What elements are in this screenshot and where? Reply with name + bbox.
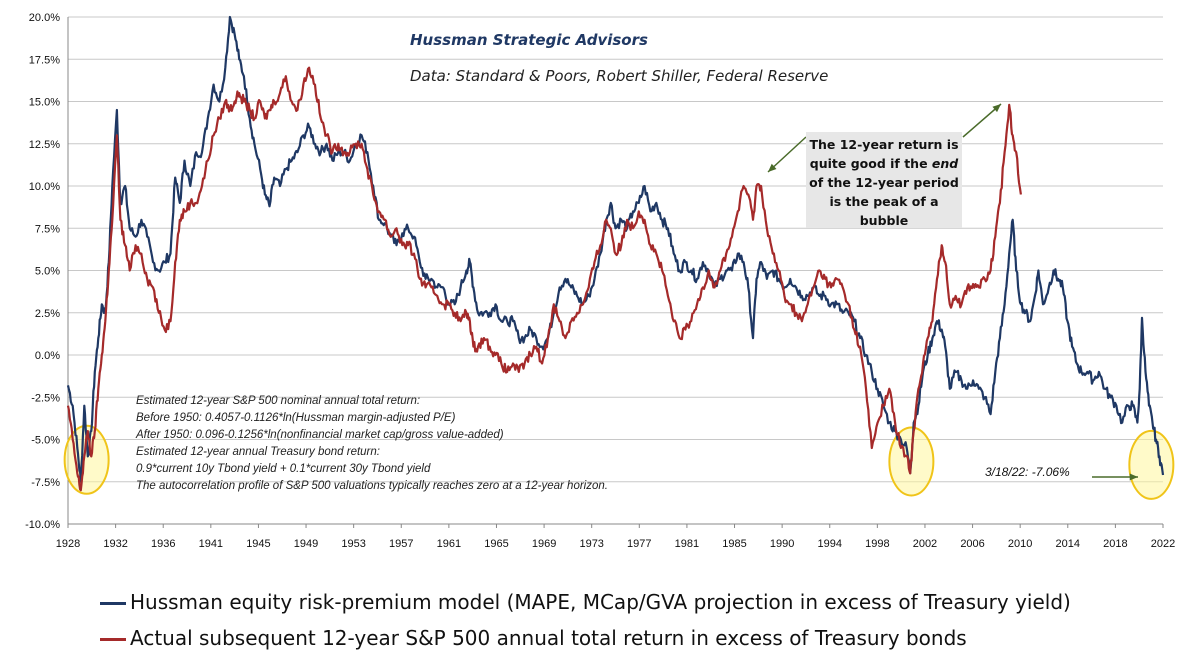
y-tick-label: -2.5% (31, 392, 60, 404)
legend-swatch (100, 602, 126, 605)
callout-line: The 12-year return is (809, 137, 959, 152)
legend-swatch (100, 638, 126, 641)
callout-text: quite good if the (809, 156, 932, 171)
callout-line: is the peak of a bubble (829, 194, 939, 228)
y-tick-label: 20.0% (29, 12, 60, 24)
note-line: Estimated 12-year annual Treasury bond r… (136, 446, 380, 458)
callout-line: quite good if the end (806, 154, 962, 173)
x-tick-label: 1969 (532, 538, 556, 550)
actual-series-line (66, 66, 1022, 492)
x-tick-label: 2022 (1151, 538, 1175, 550)
x-tick-label: 1961 (437, 538, 461, 550)
x-tick-label: 1932 (103, 538, 127, 550)
y-tick-label: 7.5% (35, 223, 60, 235)
note-line: 0.9*current 10y Tbond yield + 0.1*curren… (136, 463, 431, 475)
callout-arrow-left (767, 136, 807, 173)
bubble-callout: The 12-year return is quite good if the … (806, 132, 962, 228)
x-tick-label: 2010 (1008, 538, 1032, 550)
x-tick-label: 2014 (1056, 538, 1080, 550)
legend-item-model: Hussman equity risk-premium model (MAPE,… (100, 590, 1071, 614)
y-tick-label: 17.5% (29, 54, 60, 66)
callout-arrow-right (962, 103, 1002, 138)
y-tick-label: 5.0% (35, 266, 60, 278)
y-tick-label: -5.0% (31, 435, 60, 447)
note-line: Before 1950: 0.4057-0.1126*ln(Hussman ma… (136, 412, 456, 424)
legend-label: Actual subsequent 12-year S&P 500 annual… (130, 626, 967, 650)
y-tick-label: -10.0% (25, 519, 60, 531)
x-tick-label: 1994 (817, 538, 841, 550)
x-tick-label: 1945 (246, 538, 270, 550)
note-line: Estimated 12-year S&P 500 nominal annual… (136, 395, 421, 407)
x-tick-label: 2002 (913, 538, 937, 550)
legend-item-actual: Actual subsequent 12-year S&P 500 annual… (100, 626, 967, 650)
callout-line: of the 12-year period (809, 175, 959, 190)
y-tick-label: 2.5% (35, 308, 60, 320)
chart-title: Hussman Strategic Advisors (410, 31, 648, 49)
x-tick-label: 1998 (865, 538, 889, 550)
x-tick-label: 1990 (770, 538, 794, 550)
x-tick-label: 1985 (722, 538, 746, 550)
y-tick-label: 15.0% (29, 97, 60, 109)
y-tick-label: 12.5% (29, 139, 60, 151)
x-tick-label: 1941 (199, 538, 223, 550)
callout-arrow-right-head (992, 104, 1001, 113)
x-tick-label: 2018 (1103, 538, 1127, 550)
note-line: The autocorrelation profile of S&P 500 v… (136, 480, 608, 492)
x-tick-label: 1936 (151, 538, 175, 550)
trough-highlight-ellipse (63, 424, 110, 495)
latest-value-label: 3/18/22: -7.06% (985, 465, 1070, 479)
x-tick-label: 2006 (960, 538, 984, 550)
x-tick-label: 1953 (341, 538, 365, 550)
x-tick-label: 1949 (294, 538, 318, 550)
y-tick-label: -7.5% (31, 477, 60, 489)
x-tick-label: 1977 (627, 538, 651, 550)
x-tick-label: 1957 (389, 538, 413, 550)
x-tick-label: 1973 (579, 538, 603, 550)
callout-arrow-left-head (768, 163, 777, 172)
y-tick-label: 0.0% (35, 350, 60, 362)
x-tick-label: 1981 (675, 538, 699, 550)
note-line: After 1950: 0.096-0.1256*ln(nonfinancial… (136, 429, 504, 441)
x-tick-label: 1965 (484, 538, 508, 550)
model-series-line (66, 15, 1165, 483)
latest-value-arrow-head (1129, 473, 1138, 481)
y-tick-label: 10.0% (29, 181, 60, 193)
trough-highlight-ellipse (1128, 429, 1175, 500)
x-tick-label: 1928 (56, 538, 80, 550)
data-source: Data: Standard & Poors, Robert Shiller, … (410, 67, 829, 85)
callout-emphasis: end (931, 156, 959, 171)
legend-label: Hussman equity risk-premium model (MAPE,… (130, 590, 1071, 614)
